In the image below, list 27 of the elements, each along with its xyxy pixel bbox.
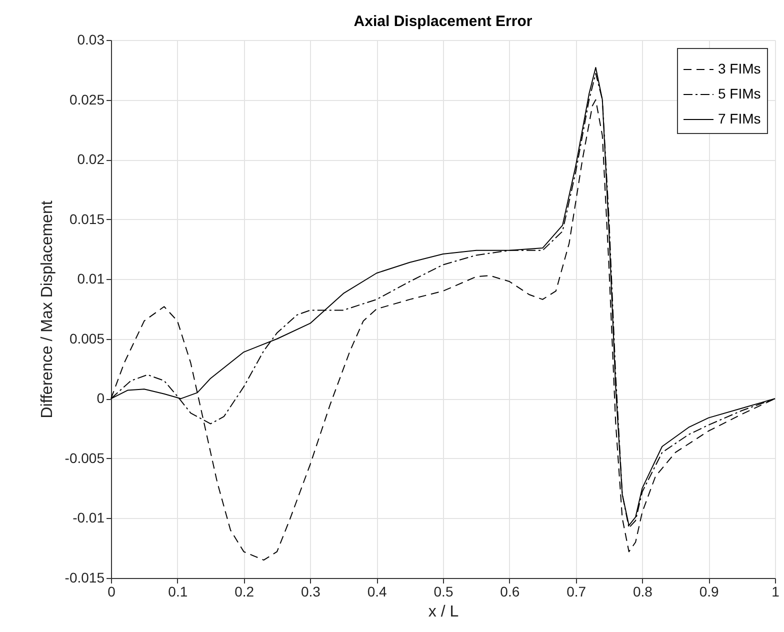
x-tick-label: 0.1	[168, 584, 188, 600]
legend-label: 3 FIMs	[718, 60, 761, 76]
chart-title: Axial Displacement Error	[354, 13, 532, 30]
x-tick-label: 1	[772, 584, 780, 600]
x-tick-label: 0.7	[566, 584, 586, 600]
x-axis-title: x / L	[428, 604, 459, 620]
x-tick-label: 0.2	[234, 584, 254, 600]
x-tick-label: 0.6	[500, 584, 520, 600]
x-tick-label: 0	[108, 584, 116, 600]
y-tick-label: 0.005	[69, 330, 105, 346]
y-tick-label: 0.03	[77, 32, 105, 48]
x-tick-label: 0.9	[699, 584, 720, 600]
y-tick-label: -0.015	[64, 570, 105, 586]
y-tick-label: 0	[96, 390, 105, 406]
y-tick-label: 0.01	[77, 270, 105, 287]
legend-label: 5 FIMs	[718, 86, 761, 102]
y-tick-label: 0.015	[69, 210, 105, 227]
x-tick-label: 0.3	[300, 584, 321, 600]
x-tick-label: 0.8	[632, 584, 653, 600]
y-tick-label: -0.005	[64, 450, 105, 466]
y-axis-title: Difference / Max Displacement	[38, 200, 56, 418]
y-tick-label: 0.02	[77, 151, 105, 168]
x-tick-label: 0.4	[367, 584, 388, 600]
x-tick-label: 0.5	[434, 584, 454, 600]
legend-label: 7 FIMs	[718, 110, 761, 126]
y-tick-label: -0.01	[72, 510, 105, 526]
y-tick-label: 0.025	[69, 91, 105, 108]
